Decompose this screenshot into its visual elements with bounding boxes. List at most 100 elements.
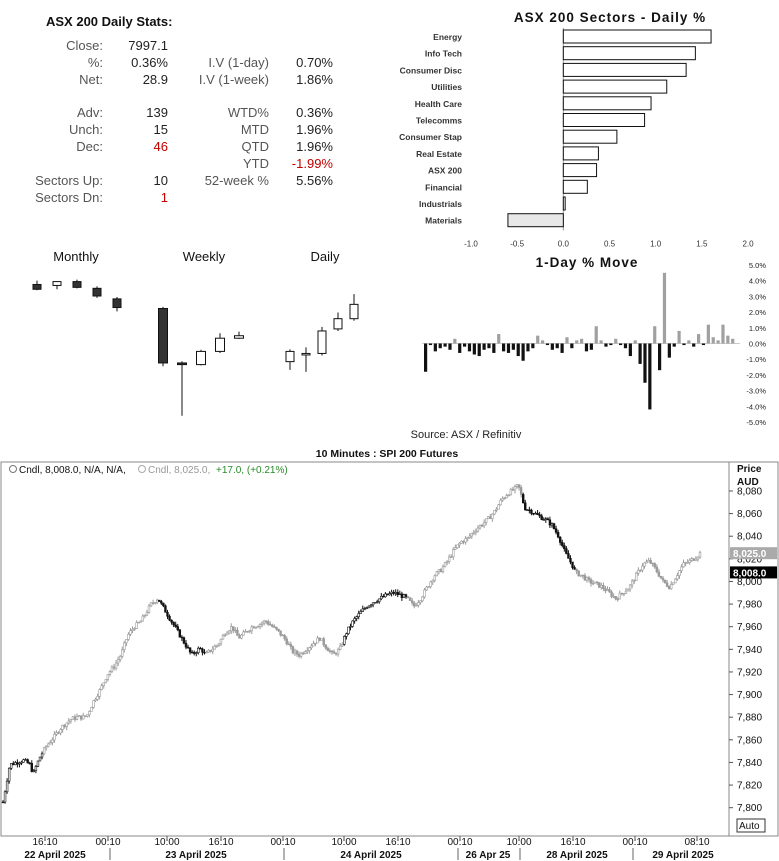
price-candle-body: [425, 586, 428, 591]
price-candle-body: [86, 714, 89, 717]
price-candle-body: [324, 644, 327, 649]
price-candle-body: [614, 596, 617, 600]
price-candle-body: [320, 638, 323, 641]
price-candle-body: [690, 558, 693, 561]
price-candle-body: [526, 509, 529, 511]
price-candle-body: [10, 763, 13, 769]
move-bar: [536, 335, 540, 344]
price-candle-body: [283, 635, 286, 640]
price-candle-body: [336, 649, 340, 655]
time-tick: 00:10: [447, 837, 472, 848]
price-candle-body: [452, 549, 455, 557]
stats-panel: ASX 200 Daily Stats: Close: 7997.1%: 0.36%…: [0, 0, 400, 230]
move-y-tick: -3.0%: [746, 387, 766, 396]
price-candle-body: [382, 595, 385, 598]
price-candle-body: [201, 648, 204, 653]
price-candle-body: [441, 566, 445, 573]
price-candle-body: [153, 602, 157, 604]
price-candle-body: [373, 602, 377, 604]
price-candle-body: [44, 746, 48, 749]
price-candle-body: [659, 575, 663, 579]
price-candle-body: [365, 607, 369, 609]
auto-scale-button[interactable]: [736, 818, 766, 833]
sector-label: Info Tech: [425, 49, 462, 59]
price-candle-body: [299, 652, 303, 657]
price-candle-body: [602, 585, 605, 589]
price-candle-body: [279, 630, 282, 636]
candle-body: [158, 308, 168, 364]
price-candle-body: [565, 548, 568, 554]
price-candle-body: [92, 700, 95, 708]
price-candle-body: [569, 558, 572, 563]
price-candle-body: [534, 512, 537, 515]
price-candle-body: [5, 780, 9, 793]
price-candle-body: [341, 644, 344, 647]
move-bar: [648, 343, 652, 410]
price-candle-body: [517, 484, 521, 488]
price-candle-body: [295, 650, 299, 655]
price-candle-body: [287, 643, 290, 646]
price-candle-body: [349, 626, 352, 628]
move-bar: [424, 343, 428, 372]
price-candle-body: [554, 528, 558, 533]
price-candle-body: [24, 759, 27, 761]
price-candle-body: [182, 637, 186, 644]
sector-label: Utilities: [431, 82, 462, 92]
price-candle-body: [532, 513, 535, 515]
stat-value: 46: [153, 139, 168, 154]
move-bar: [633, 340, 637, 344]
move-bar: [638, 343, 642, 364]
sector-bar: [562, 29, 712, 44]
move-bar: [521, 343, 525, 361]
price-candle-body: [456, 544, 459, 548]
price-candle-body: [528, 509, 531, 511]
price-candle-body: [180, 636, 184, 639]
candle-body: [32, 283, 42, 290]
price-candle-body: [657, 571, 661, 577]
price-axis-title: Price: [737, 464, 762, 475]
price-candle-body: [51, 739, 54, 743]
price-tick: 8,020: [737, 554, 762, 565]
move-bar: [706, 324, 710, 344]
price-candle-body: [637, 570, 640, 574]
price-candle-body: [544, 518, 547, 520]
time-tick: 10:00: [154, 837, 179, 848]
price-candle-body: [30, 763, 33, 772]
price-candle-body: [571, 561, 574, 568]
price-candle-body: [188, 647, 192, 653]
sector-bar-chart: ASX 200 Sectors - Daily % Energy Info Tec…: [399, 10, 754, 248]
sector-label: Real Estate: [416, 149, 462, 159]
price-candle-body: [667, 586, 671, 590]
price-candle-body: [674, 578, 677, 584]
move-bar: [609, 343, 613, 346]
stat-value: 15: [153, 122, 168, 137]
move-bar: [502, 343, 506, 352]
sector-label: Financial: [425, 182, 462, 192]
price-candle-body: [156, 599, 159, 603]
price-candle-body: [421, 596, 424, 602]
price-candle-body: [524, 502, 527, 511]
price-candle-body: [696, 556, 700, 560]
price-candle-body: [396, 592, 399, 595]
date-label: 22 April 2025: [24, 850, 86, 861]
move-bar: [487, 343, 491, 349]
candle-body: [215, 337, 225, 352]
sector-x-tick: 2.0: [742, 239, 754, 248]
move-y-tick: -5.0%: [746, 418, 766, 427]
price-candle-body: [454, 547, 457, 550]
price-candle-body: [314, 642, 317, 645]
price-candle-body: [94, 698, 97, 701]
auto-scale-label[interactable]: Auto: [739, 821, 760, 832]
price-candle-body: [645, 561, 648, 564]
move-bar: [458, 343, 462, 353]
mini-candle-charts: Monthly Weekly Daily: [32, 249, 359, 416]
price-candle-body: [408, 597, 412, 601]
price-candle-body: [489, 516, 492, 519]
price-tick: 7,920: [737, 667, 762, 678]
price-candle-body: [501, 498, 504, 501]
price-candle-body: [552, 523, 556, 530]
price-candle-body: [692, 558, 696, 561]
price-candle-body: [193, 652, 196, 654]
price-candle-body: [589, 579, 593, 584]
price-candle-body: [98, 689, 101, 697]
